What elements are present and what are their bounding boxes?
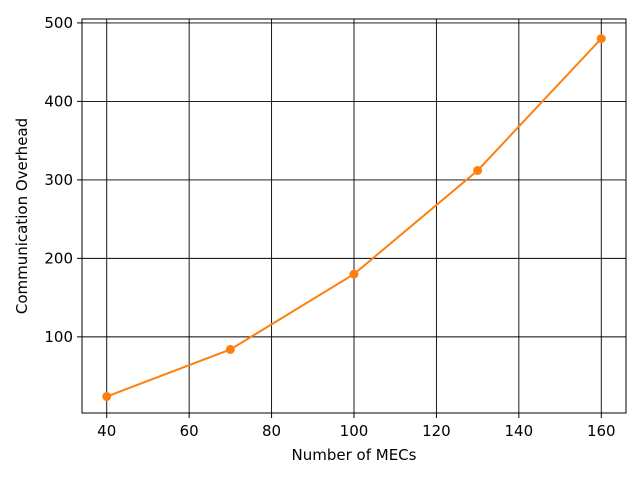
x-tick-label: 40: [97, 422, 116, 440]
data-point: [102, 392, 112, 402]
y-axis-label: Communication Overhead: [13, 118, 31, 314]
x-tick-label: 60: [180, 422, 199, 440]
y-tick-label: 200: [44, 249, 73, 267]
y-tick-label: 300: [44, 171, 73, 189]
x-axis-ticks: 40 60 80 100 120 140 160: [97, 413, 616, 440]
x-tick-label: 100: [340, 422, 369, 440]
x-tick-label: 140: [505, 422, 534, 440]
x-tick-label: 160: [587, 422, 616, 440]
grid: [82, 19, 626, 413]
data-point: [225, 344, 235, 354]
y-axis-ticks: 100 200 300 400 500: [44, 14, 82, 346]
y-tick-label: 500: [44, 14, 73, 32]
y-tick-label: 100: [44, 328, 73, 346]
y-tick-label: 400: [44, 92, 73, 110]
data-point: [473, 165, 483, 175]
x-tick-label: 80: [262, 422, 281, 440]
data-point: [596, 34, 606, 44]
data-point: [349, 269, 359, 279]
x-tick-label: 120: [422, 422, 451, 440]
series-layer: [102, 34, 606, 402]
x-axis-label: Number of MECs: [292, 446, 417, 464]
